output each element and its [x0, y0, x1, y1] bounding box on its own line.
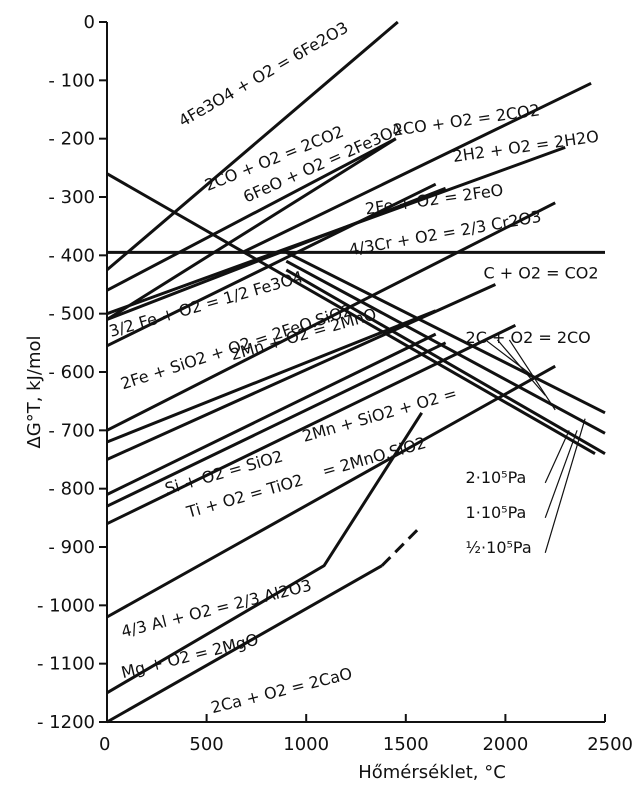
series-label: 2H2 + O2 = 2H2O [452, 127, 601, 166]
y-tick-label: - 600 [48, 362, 95, 383]
x-tick-label: 1500 [383, 734, 429, 755]
series-line [106, 564, 383, 724]
x-tick-label: 2500 [587, 734, 633, 755]
series-label: 2C + O2 = 2CO [466, 328, 591, 347]
x-tick-label: 500 [189, 734, 223, 755]
x-tick-label: 2000 [482, 734, 528, 755]
series-line [106, 201, 556, 432]
series-line [285, 251, 606, 415]
series-line [106, 341, 447, 508]
series-label: ½·10⁵Pa [466, 538, 532, 557]
series-label: C + O2 = CO2 [483, 264, 598, 283]
leader-line [508, 339, 556, 411]
series-line [106, 323, 517, 526]
y-axis-title: ΔG°T, kJ/mol [24, 335, 45, 448]
y-tick-label: 0 [84, 12, 95, 33]
series-line [106, 172, 596, 456]
x-tick-label: 1000 [283, 734, 329, 755]
leader-line [485, 339, 536, 379]
x-axis-title: Hőmérséklet, °C [358, 762, 506, 783]
series-label: 4Fe3O4 + O2 = 6Fe2O3 [175, 18, 351, 131]
y-tick-label: - 100 [48, 70, 95, 91]
y-tick-label: - 200 [48, 129, 95, 150]
series-line [106, 364, 556, 619]
y-tick-label: - 900 [48, 537, 95, 558]
x-tick-label: 0 [99, 734, 110, 755]
y-tick-label: - 1200 [37, 712, 95, 733]
leader-line [544, 418, 586, 554]
series-line [106, 283, 497, 461]
series-line [285, 268, 606, 455]
y-tick-label: - 300 [48, 187, 95, 208]
y-tick-label: - 500 [48, 304, 95, 325]
series-label: 1·10⁵Pa [466, 503, 527, 522]
series-label: 2·10⁵Pa [466, 468, 527, 487]
y-tick-label: - 400 [48, 245, 95, 266]
series-line [241, 81, 592, 254]
leader-line [544, 430, 578, 519]
y-tick-label: - 1000 [37, 595, 95, 616]
series-line [106, 137, 397, 321]
series-line [106, 182, 437, 348]
series-line [106, 411, 423, 695]
series-label: 4/3 Al + O2 = 2/3 Al2O3 [119, 576, 313, 642]
series-line [106, 20, 399, 272]
series-line [106, 137, 397, 292]
series-line [285, 259, 606, 435]
y-tick-label: - 700 [48, 420, 95, 441]
series-label: 2CO + O2 = 2CO2 [392, 100, 541, 139]
series-line [106, 332, 437, 496]
series-line [380, 528, 419, 567]
series-label: = 2MnO.SiO2 [320, 433, 428, 481]
leader-line [544, 430, 570, 484]
leader-line [496, 339, 546, 396]
y-tick-label: - 800 [48, 479, 95, 500]
series-line [106, 309, 437, 444]
y-tick-label: - 1100 [37, 654, 95, 675]
series-label: 2Ca + O2 = 2CaO [209, 664, 354, 717]
